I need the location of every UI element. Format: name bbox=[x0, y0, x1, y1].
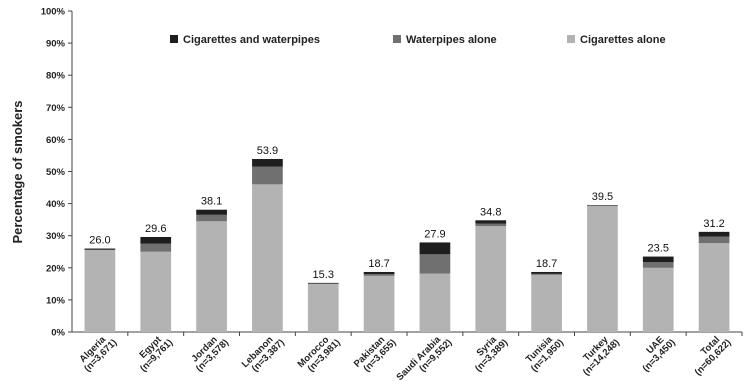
data-label: 15.3 bbox=[313, 269, 334, 281]
bar-segment bbox=[642, 267, 674, 332]
x-tick-label-group: Egypt(n=9,761) bbox=[137, 334, 175, 375]
bar-segment bbox=[84, 248, 116, 250]
x-tick-label-group: Jordan(n=3,578) bbox=[190, 334, 231, 374]
data-label: 38.1 bbox=[201, 196, 222, 208]
bar-segment bbox=[196, 221, 227, 332]
x-tick-label-group: Saudi Arabia(n=9,552) bbox=[394, 334, 454, 381]
bar-segment bbox=[196, 209, 227, 215]
y-tick-label: 70% bbox=[46, 103, 66, 114]
bar-segment bbox=[419, 254, 451, 274]
data-label: 27.9 bbox=[424, 228, 445, 240]
bar-segment bbox=[642, 256, 674, 263]
data-label: 18.7 bbox=[536, 258, 557, 270]
bar-segment bbox=[531, 274, 562, 332]
bar-segment bbox=[84, 250, 116, 332]
bar-segment bbox=[698, 243, 730, 332]
x-tick-label-group: Pakistan(n=3,655) bbox=[352, 334, 399, 374]
plot-area: 0% 10% 20% 30% 40% 50% 60% 70% 80% 90% 100% 26.0 Alg… bbox=[41, 7, 743, 381]
x-tick-label-group: Tunisia(n=1,950) bbox=[524, 334, 566, 374]
bar-segment bbox=[252, 184, 283, 332]
bar-segment bbox=[252, 166, 283, 185]
bar-segment bbox=[307, 283, 339, 332]
bar-segment bbox=[363, 274, 395, 276]
y-tick-label: 60% bbox=[46, 135, 66, 146]
y-axis-title: Percentage of smokers bbox=[10, 100, 25, 243]
y-tick-label: 20% bbox=[46, 263, 66, 274]
y-tick-label: 100% bbox=[41, 7, 66, 18]
x-tick-label-group: Morocco(n=3,981) bbox=[296, 334, 343, 374]
y-tick-label: 0% bbox=[51, 328, 65, 339]
legend-label: Waterpipes alone bbox=[406, 34, 497, 46]
x-tick-label-group: UAE(n=3,450) bbox=[641, 334, 678, 374]
data-label: 26.0 bbox=[89, 235, 110, 247]
bar-segment bbox=[475, 220, 507, 224]
bar-segment bbox=[475, 223, 507, 227]
bar-segment bbox=[419, 273, 451, 332]
x-tick-label-group: Total(n=60,622) bbox=[693, 334, 734, 378]
data-label: 39.5 bbox=[592, 191, 613, 203]
y-tick-label: 90% bbox=[46, 39, 66, 50]
bar-segment bbox=[252, 158, 283, 167]
y-tick-label: 80% bbox=[46, 71, 66, 82]
bar-segment bbox=[475, 226, 507, 332]
y-tick-label: 30% bbox=[46, 231, 66, 242]
bar-segment bbox=[698, 236, 730, 244]
x-tick-label-group: Lebanon(n=3,387) bbox=[240, 334, 287, 374]
legend-swatch bbox=[393, 35, 401, 43]
bar-segment bbox=[642, 262, 674, 268]
legend: Cigarettes and waterpipes Waterpipes alon… bbox=[170, 34, 666, 46]
bar-segment bbox=[531, 273, 562, 275]
legend-label: Cigarettes and waterpipes bbox=[183, 34, 320, 46]
legend-swatch bbox=[170, 35, 178, 43]
data-label: 29.6 bbox=[145, 223, 166, 235]
bar-segment bbox=[419, 242, 451, 255]
x-tick-label-group: Algeria(n=3,671) bbox=[77, 334, 119, 374]
bar-segment bbox=[587, 205, 618, 332]
bar-segment bbox=[140, 236, 172, 244]
bar-segment bbox=[84, 249, 116, 251]
x-tick-label-group: Syria(n=3,389) bbox=[473, 334, 510, 374]
y-tick-label: 10% bbox=[46, 295, 66, 306]
bar-segment bbox=[363, 275, 395, 332]
data-label: 34.8 bbox=[480, 206, 501, 218]
bar-segment bbox=[196, 214, 227, 222]
y-tick-label: 50% bbox=[46, 167, 66, 178]
bar-segment bbox=[363, 271, 395, 275]
data-label: 18.7 bbox=[368, 258, 389, 270]
bar-segment bbox=[140, 243, 172, 252]
legend-swatch bbox=[567, 35, 575, 43]
bar-segment bbox=[531, 271, 562, 274]
bar-segment bbox=[307, 282, 339, 284]
y-tick-label: 40% bbox=[46, 199, 66, 210]
data-label: 23.5 bbox=[648, 243, 669, 255]
data-label: 53.9 bbox=[257, 145, 278, 157]
bar-segment bbox=[587, 205, 618, 206]
bar-segment bbox=[698, 231, 730, 237]
legend-label: Cigarettes alone bbox=[580, 34, 666, 46]
data-label: 31.2 bbox=[703, 218, 724, 230]
x-tick-label-group: Turkey(n=14,248) bbox=[581, 334, 622, 378]
bar-segment bbox=[140, 251, 172, 332]
